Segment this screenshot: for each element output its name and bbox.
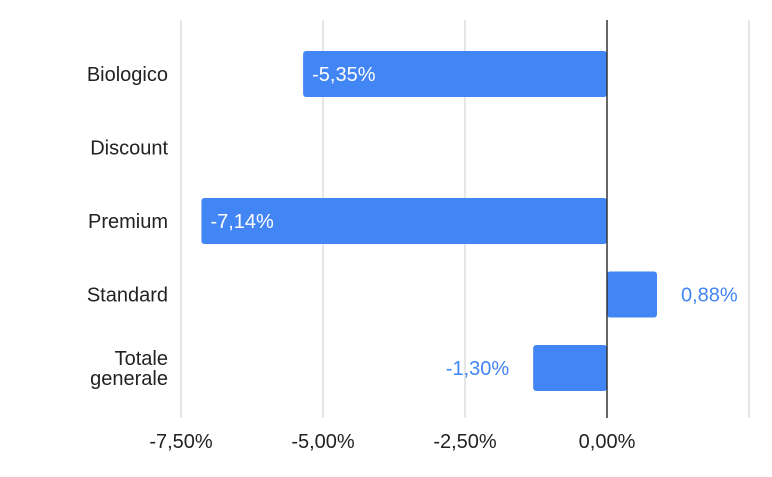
bar: [607, 271, 657, 318]
bar: [303, 51, 607, 97]
x-tick-label: -2,50%: [433, 431, 497, 453]
bars: [201, 51, 657, 391]
category-label: Premium: [88, 211, 168, 233]
x-tick-label: -5,00%: [291, 431, 355, 453]
x-tick-label: 0,00%: [579, 431, 636, 453]
category-label: Totale generale: [90, 348, 168, 390]
category-labels: Biologico Discount Premium Standard Totale ge…: [87, 64, 169, 390]
category-label: Biologico: [87, 64, 168, 86]
bar: [201, 198, 607, 244]
data-label: -1,30%: [446, 358, 510, 380]
bar: [533, 345, 607, 391]
category-label: Discount: [90, 138, 168, 160]
data-label: -5,35%: [312, 64, 376, 86]
category-label: Standard: [87, 285, 168, 307]
data-label: -7,14%: [210, 211, 274, 233]
x-tick-label: -7,50%: [149, 431, 213, 453]
data-labels: -5,35% -7,14% 0,88% -1,30%: [210, 64, 737, 380]
data-label: 0,88%: [681, 285, 738, 307]
x-tick-labels: -7,50% -5,00% -2,50% 0,00%: [149, 431, 635, 453]
